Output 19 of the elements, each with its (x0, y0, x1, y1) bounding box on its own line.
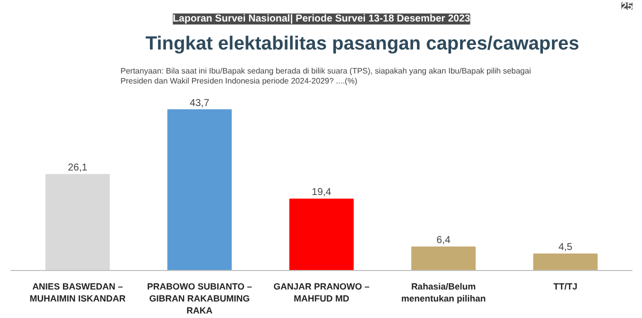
chart-title: Tingkat elektabilitas pasangan capres/cawapres (146, 34, 580, 54)
bar (411, 246, 476, 270)
x-tick-label: PRABOWO SUBIANTO – GIBRAN RAKABUMING RAKA (147, 282, 252, 316)
bar (289, 198, 354, 270)
x-tick-label: Rahasia/Belum menentukan pilihan (401, 282, 486, 304)
text: Laporan Survei Nasional| Periode Survei 13-18 Desember 2023 (172, 14, 471, 24)
x-tick-label: TT/TJ (553, 282, 578, 292)
x-tick-label: GANJAR PRANOWO – MAHFUD MD (273, 282, 370, 304)
bar (533, 253, 598, 270)
data-label: 4,5 (558, 242, 573, 253)
text: 25 (621, 2, 633, 12)
x-tick-label: ANIES BASWEDAN – MUHAIMIN ISKANDAR (30, 282, 126, 304)
data-label: 26,1 (68, 162, 88, 174)
data-label: 43,7 (190, 98, 210, 109)
data-label: 6,4 (436, 234, 451, 246)
data-label: 19,4 (312, 187, 332, 198)
bar (45, 174, 110, 270)
bar (167, 109, 232, 270)
chart-subtitle: Pertanyaan: Bila saat ini Ibu/Bapak sedang berada di bilik suara (TPS), siapakah yang akan Ibu/Bapak pilih sebagai Presiden dan Wakil Presiden Indonesia periode 2024-2029? ....(%) (120, 66, 532, 86)
